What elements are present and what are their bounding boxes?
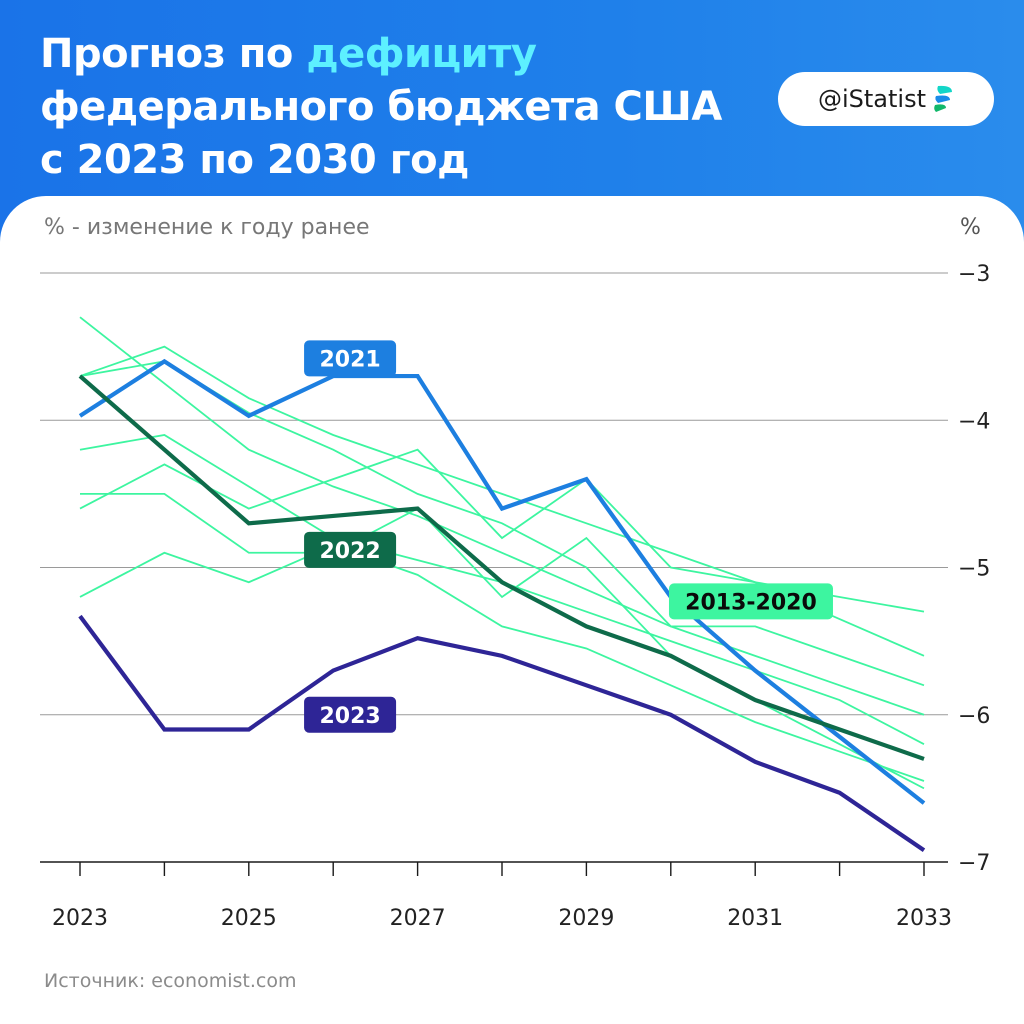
x-tick-label: 2029 <box>558 906 614 931</box>
series-label: 2013-2020 <box>685 590 817 615</box>
series-line-2013-2020 <box>79 544 925 782</box>
x-tick-label: 2033 <box>896 906 952 931</box>
y-axis-label: % - изменение к году ранее <box>44 215 370 240</box>
brand-badge[interactable]: @iStatist <box>778 72 994 126</box>
y-tick-label: −6 <box>958 704 990 729</box>
series-line-2023 <box>78 614 926 852</box>
series-line-2013-2020 <box>79 360 925 790</box>
x-tick-label: 2027 <box>390 906 446 931</box>
series-label-box <box>668 583 833 620</box>
title-line-2: федерального бюджета США <box>40 84 722 130</box>
chart-panel <box>0 196 1024 1024</box>
series-line-2022 <box>78 374 925 761</box>
x-tick-label: 2023 <box>52 906 108 931</box>
y-tick-label: −5 <box>958 557 990 582</box>
source-note: Источник: economist.com <box>44 970 297 992</box>
y-tick-label: −3 <box>958 262 990 287</box>
title-part-1: Прогноз по <box>40 31 307 77</box>
title-line-1: Прогноз по дефициту <box>40 28 760 81</box>
istatist-logo-icon <box>934 85 952 112</box>
x-tick-label: 2025 <box>221 906 277 931</box>
y-axis-unit: % <box>960 215 981 240</box>
series-line-2013-2020 <box>80 492 925 687</box>
title-accent: дефициту <box>306 31 537 77</box>
series-label: 2023 <box>319 704 380 729</box>
y-tick-label: −7 <box>958 851 990 876</box>
series-label-box <box>304 531 397 568</box>
series-label: 2022 <box>319 539 380 564</box>
brand-name: @iStatist <box>817 85 926 113</box>
series-label-box <box>304 696 397 733</box>
series-label-box <box>304 340 397 377</box>
y-tick-label: −4 <box>958 409 990 434</box>
title-line-3: с 2023 по 2030 год <box>40 137 469 183</box>
series-line-2013-2020 <box>79 316 925 716</box>
series-line-2021 <box>78 358 926 805</box>
x-tick-label: 2031 <box>727 906 783 931</box>
page-title: Прогноз по дефициту федерального бюджета… <box>40 28 760 187</box>
series-label: 2021 <box>319 347 380 372</box>
